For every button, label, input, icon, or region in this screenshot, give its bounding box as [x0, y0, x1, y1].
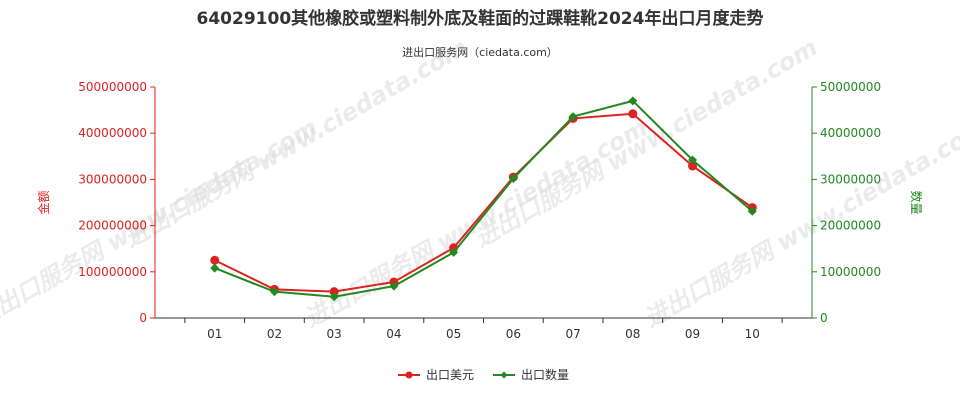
data-point[interactable]	[688, 161, 698, 171]
left-tick-label: 300000000	[78, 172, 147, 186]
left-tick-label: 500000000	[78, 80, 147, 94]
x-tick-label: 09	[685, 327, 700, 341]
x-tick-label: 05	[446, 327, 461, 341]
data-point[interactable]	[389, 281, 399, 291]
series-line	[214, 99, 753, 298]
x-tick-label: 01	[207, 327, 222, 341]
legend[interactable]: 出口美元 出口数量	[398, 367, 569, 382]
x-tick-label: 07	[565, 327, 580, 341]
legend-item[interactable]: 出口数量	[493, 367, 569, 382]
chart-subtitle: 进出口服务网（ciedata.com）	[402, 45, 558, 59]
data-point[interactable]	[210, 263, 220, 273]
left-axis-ticks: 0 100000000 200000000 300000000 400000000 500…	[78, 80, 155, 325]
watermark-text: 进出口服务网 www.ciedata.com	[470, 33, 823, 253]
x-tick-label: 08	[625, 327, 640, 341]
watermark-text: 进出口服务网 www.ciedata.com	[120, 33, 473, 253]
x-tick-label: 03	[327, 327, 342, 341]
right-tick-label: 30000000	[820, 172, 881, 186]
data-point[interactable]	[628, 96, 638, 106]
legend-marker	[500, 371, 508, 379]
x-tick-label: 02	[267, 327, 282, 341]
left-axis-title: 金额	[36, 190, 51, 214]
watermark-text: 进出口服务网 www.ciedata.com	[300, 113, 653, 333]
right-tick-label: 0	[820, 311, 828, 325]
watermark-text: 进出口服务网 www.ciedata.com	[640, 113, 960, 333]
legend-label: 出口美元	[426, 368, 474, 382]
data-point[interactable]	[210, 255, 220, 265]
data-point[interactable]	[329, 292, 339, 302]
right-tick-label: 20000000	[820, 219, 881, 233]
data-point[interactable]	[628, 109, 638, 119]
right-tick-label: 50000000	[820, 80, 881, 94]
right-axis-ticks: 0 10000000 20000000 30000000 40000000 5000000…	[812, 80, 881, 325]
right-tick-label: 40000000	[820, 126, 881, 140]
x-tick-label: 10	[745, 327, 760, 341]
data-point[interactable]	[508, 173, 518, 183]
chart-title: 64029100其他橡胶或塑料制外底及鞋面的过踝鞋靴2024年出口月度走势	[197, 8, 764, 29]
series-line	[214, 112, 753, 293]
right-axis-title: 数量	[909, 190, 924, 214]
left-tick-label: 100000000	[78, 265, 147, 279]
legend-item[interactable]: 出口美元	[398, 368, 474, 382]
x-tick-label: 06	[506, 327, 521, 341]
series-layer	[210, 96, 757, 302]
data-point[interactable]	[269, 287, 279, 297]
left-tick-label: 0	[139, 311, 147, 325]
x-axis-ticks: 01 02 03 04 05 06 07 08 09 10	[184, 318, 783, 341]
legend-marker	[405, 371, 413, 379]
data-point[interactable]	[568, 112, 578, 122]
left-tick-label: 400000000	[78, 126, 147, 140]
series-2	[210, 96, 757, 302]
legend-label: 出口数量	[521, 367, 569, 382]
right-tick-label: 10000000	[820, 265, 881, 279]
data-point[interactable]	[449, 247, 459, 257]
data-point[interactable]	[329, 287, 339, 297]
data-point[interactable]	[688, 155, 698, 165]
x-tick-label: 04	[386, 327, 401, 341]
data-point[interactable]	[747, 206, 757, 216]
left-tick-label: 200000000	[78, 219, 147, 233]
